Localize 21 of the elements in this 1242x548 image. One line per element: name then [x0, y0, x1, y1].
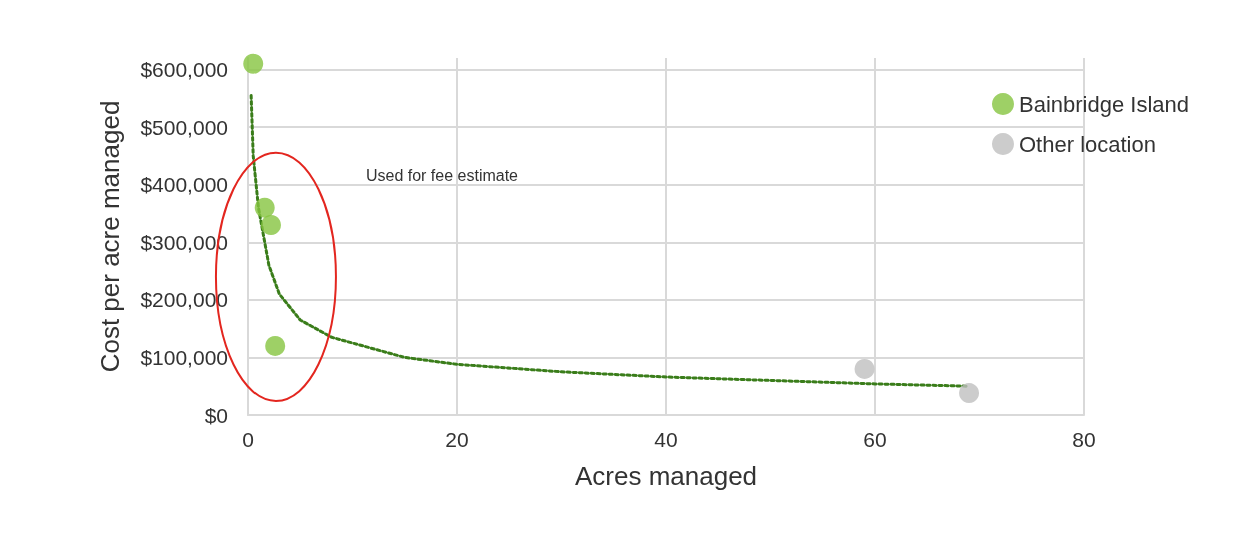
- point: [959, 383, 980, 404]
- x-axis-title: Acres managed: [574, 461, 758, 491]
- x-tick-label: 0: [242, 428, 254, 451]
- point: [854, 358, 875, 379]
- x-tick-label: 20: [445, 428, 469, 451]
- y-tick-label: $0: [204, 403, 228, 427]
- x-tick-label: 80: [1072, 428, 1096, 451]
- x-tick-label: 40: [654, 428, 678, 451]
- point: [265, 335, 286, 356]
- annotation: Used for fee estimate: [365, 167, 519, 185]
- point: [243, 53, 264, 74]
- x-tick-label: 60: [863, 428, 887, 451]
- point: [261, 214, 281, 235]
- y-tick-label: $600,000: [140, 58, 228, 82]
- y-tick-label: $500,000: [140, 115, 228, 139]
- y-tick-label: $100,000: [140, 345, 228, 369]
- point: [254, 197, 275, 218]
- y-axis-title: Cost per acre managed: [95, 100, 125, 373]
- y-tick-label: $400,000: [140, 173, 228, 197]
- legend-label: Other location: [1018, 131, 1156, 157]
- legend-label: Bainbridge Island: [1018, 91, 1190, 117]
